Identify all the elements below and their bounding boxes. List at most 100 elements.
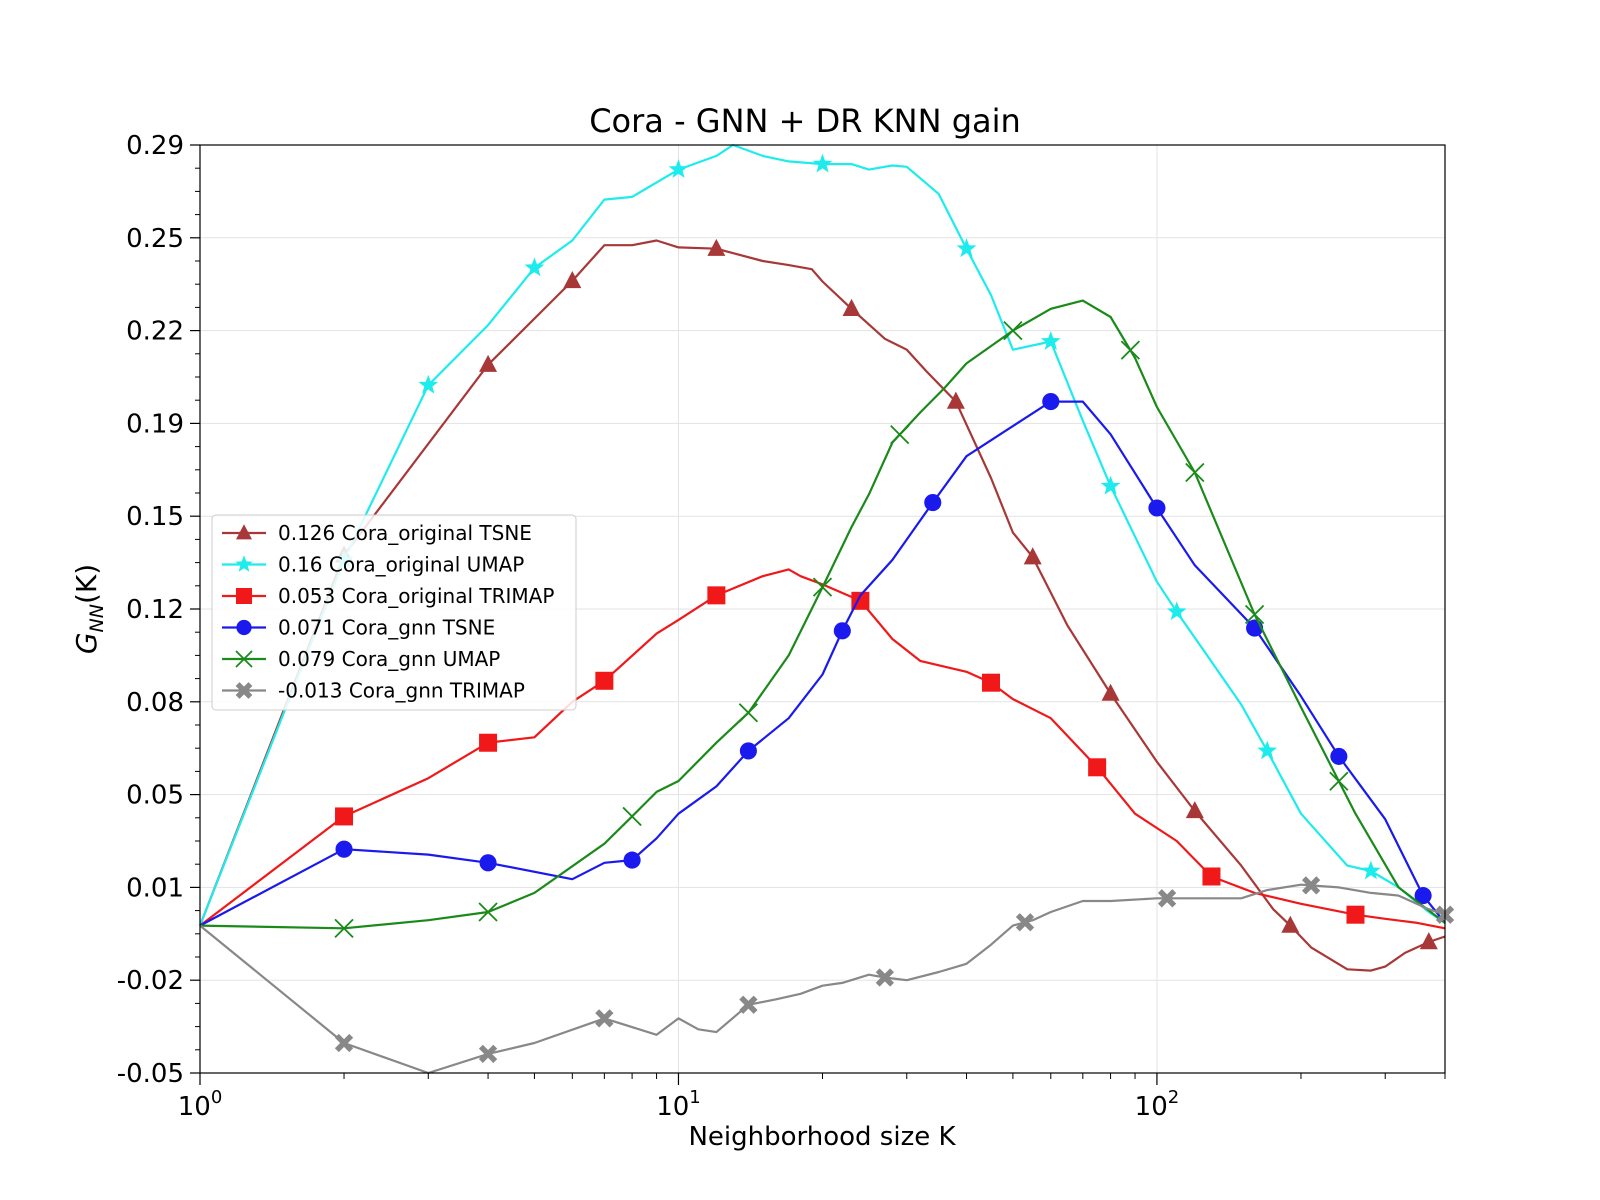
square-marker — [236, 588, 252, 604]
circle-marker — [1042, 393, 1060, 411]
x-marker — [890, 424, 910, 445]
square-marker — [1088, 758, 1107, 777]
legend-label: 0.079 Cora_gnn UMAP — [278, 647, 500, 671]
legend-entry: 0.053 Cora_original TRIMAP — [222, 584, 554, 608]
x-marker — [1120, 340, 1141, 360]
square-marker — [707, 586, 726, 605]
square-marker — [335, 807, 354, 826]
x-filled-marker — [235, 682, 253, 699]
y-tick-label: 0.19 — [126, 409, 184, 439]
star-marker — [956, 238, 977, 258]
triangle-marker — [1185, 801, 1204, 819]
circle-marker — [1330, 747, 1348, 765]
x-marker — [1185, 462, 1205, 483]
legend-entry: -0.013 Cora_gnn TRIMAP — [222, 679, 525, 703]
x-tick-label: 102 — [1135, 1087, 1180, 1122]
legend-label: 0.126 Cora_original TSNE — [278, 521, 532, 545]
triangle-marker — [1419, 932, 1438, 950]
circle-marker — [833, 622, 851, 640]
triangle-marker — [1281, 915, 1300, 933]
series-line — [199, 883, 1446, 1075]
triangle-marker — [946, 391, 965, 409]
legend-box — [211, 514, 577, 711]
legend-entry: 0.079 Cora_gnn UMAP — [222, 647, 500, 671]
circle-marker — [236, 619, 252, 636]
x-marker — [738, 703, 759, 723]
legend-label: 0.053 Cora_original TRIMAP — [278, 584, 554, 608]
star-marker — [418, 374, 439, 394]
star-marker — [1361, 860, 1381, 880]
legend-entry: 0.126 Cora_original TSNE — [222, 521, 532, 545]
star-marker — [235, 555, 253, 572]
x-axis-label: Neighborhood size K — [688, 1122, 956, 1152]
legend: 0.126 Cora_original TSNE 0.16 Cora_origin… — [211, 514, 577, 711]
legend-entry: 0.071 Cora_gnn TSNE — [222, 616, 495, 640]
chart-title: Cora - GNN + DR KNN gain — [589, 102, 1021, 140]
legend-label: -0.013 Cora_gnn TRIMAP — [278, 679, 525, 703]
star-marker — [1040, 331, 1061, 350]
series-line — [198, 143, 1446, 927]
square-marker — [479, 733, 498, 752]
legend-label: 0.16 Cora_original UMAP — [278, 553, 524, 577]
star-marker — [524, 257, 545, 277]
x-filled-marker — [875, 968, 895, 987]
x-marker — [1244, 604, 1265, 625]
circle-marker — [924, 494, 942, 512]
triangle-marker — [479, 354, 498, 372]
y-tick-label: 0.15 — [126, 502, 184, 532]
x-tick-label: 100 — [178, 1087, 223, 1122]
square-marker — [1346, 905, 1365, 924]
triangle-marker — [563, 271, 582, 289]
axis-ticks: 0.29 0.25 0.22 0.19 0.15 0.12 0.08 0.05 0.01 -0.0… — [117, 131, 1446, 1122]
x-filled-marker — [1015, 913, 1035, 932]
star-marker — [1257, 740, 1277, 760]
x-filled-marker — [739, 995, 758, 1014]
y-tick-label: 0.29 — [126, 131, 184, 161]
series — [199, 299, 1446, 938]
series-layer — [198, 143, 1455, 1075]
triangle-marker — [707, 238, 726, 256]
star-marker — [668, 159, 689, 178]
x-filled-marker — [478, 1044, 498, 1064]
circle-marker — [1148, 499, 1166, 517]
legend-entry: 0.16 Cora_original UMAP — [222, 553, 524, 577]
x-marker — [1003, 320, 1023, 341]
y-tick-label: 0.12 — [126, 595, 184, 625]
y-tick-label: 0.25 — [126, 224, 184, 254]
square-marker — [1202, 867, 1221, 886]
x-marker — [334, 918, 354, 938]
x-marker — [235, 650, 253, 668]
square-marker — [595, 671, 614, 690]
triangle-marker — [1023, 547, 1042, 565]
circle-marker — [479, 854, 497, 872]
y-tick-label: 0.22 — [126, 317, 184, 347]
triangle-marker — [1101, 683, 1120, 701]
y-tick-label: 0.01 — [126, 873, 184, 903]
y-tick-label: -0.05 — [117, 1059, 184, 1089]
circle-marker — [623, 851, 641, 869]
circle-marker — [335, 840, 353, 858]
star-marker — [1166, 601, 1187, 621]
y-tick-label: 0.08 — [126, 688, 184, 718]
series-line — [199, 400, 1446, 927]
star-marker — [812, 153, 833, 173]
triangle-marker — [236, 524, 252, 540]
square-marker — [982, 673, 1001, 692]
x-filled-marker — [595, 1009, 614, 1028]
y-axis-label: GNN(K) — [70, 564, 108, 654]
triangle-marker — [842, 298, 861, 316]
y-tick-label: 0.05 — [126, 781, 184, 811]
x-marker — [622, 806, 642, 827]
y-tick-label: -0.02 — [117, 966, 184, 996]
x-filled-marker — [334, 1033, 354, 1053]
x-filled-marker — [1157, 889, 1177, 908]
x-tick-label: 101 — [656, 1087, 701, 1122]
x-marker — [1329, 771, 1349, 791]
star-marker — [1100, 475, 1121, 495]
legend-label: 0.071 Cora_gnn TSNE — [278, 616, 495, 640]
x-marker — [478, 902, 498, 922]
y-label-text: GNN(K) — [70, 564, 108, 654]
x-marker — [812, 577, 833, 597]
circle-marker — [739, 742, 757, 760]
